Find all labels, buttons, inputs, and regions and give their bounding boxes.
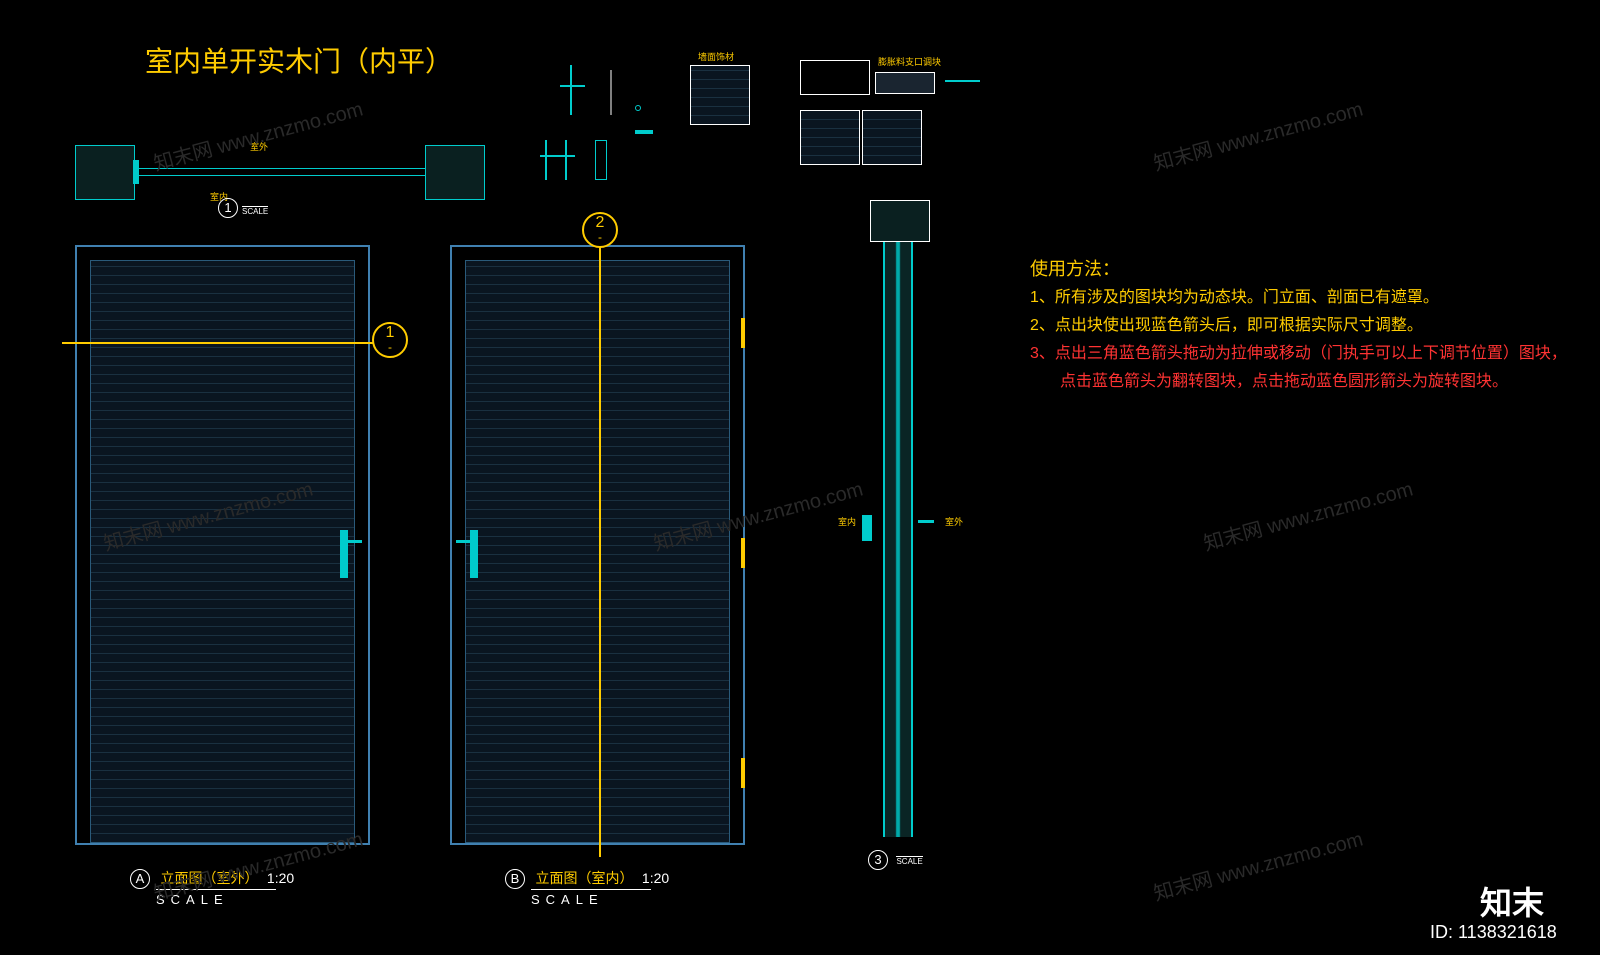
section-marker-3: 3 (868, 850, 888, 870)
section-outside-label: 室外 (945, 515, 963, 528)
section-2-line (599, 232, 601, 857)
wall-block-right (425, 145, 485, 200)
drawing-title: 室内单开实木门（内平） (145, 40, 453, 80)
detail-block-3 (875, 72, 935, 94)
detail-block-5 (862, 110, 922, 165)
watermark: 知末网 www.znzmo.com (1150, 823, 1366, 907)
section-marker-1: 1 - (372, 322, 408, 358)
plan-view (75, 140, 495, 215)
door-b-handle (470, 530, 478, 578)
plan-scale-text: SCALE (242, 206, 268, 216)
drawing-id: ID: 1138321618 (1430, 922, 1557, 943)
plan-hinge (133, 160, 139, 184)
door-a-scale: SCALE (156, 889, 276, 907)
plan-door-line (135, 168, 425, 176)
detail-block-1 (690, 65, 750, 125)
door-b-label-group: B 立面图（室内） 1:20 SCALE (505, 868, 669, 907)
section-scale: SCALE (896, 856, 922, 866)
door-b-panel (465, 260, 730, 843)
door-b-hinge-1 (741, 318, 745, 348)
instruction-2: 2、点出块使出现蓝色箭头后，即可根据实际尺寸调整。 (1030, 313, 1423, 339)
door-a-letter: A (130, 869, 150, 889)
section-body (883, 242, 913, 837)
watermark: 知末网 www.znzmo.com (1200, 473, 1416, 557)
section-1-line (62, 342, 392, 344)
watermark: 知末网 www.znzmo.com (1150, 93, 1366, 177)
plan-marker-circle: 1 (218, 198, 238, 218)
section-label-group: 3 SCALE (868, 850, 923, 870)
wall-finish-label: 墙面饰材 (698, 50, 734, 63)
hardware-detail (540, 55, 690, 185)
brand-logo: 知末 (1480, 878, 1544, 924)
plan-outside-label: 室外 (250, 140, 268, 153)
detail-block-2 (800, 60, 870, 95)
expansion-label: 膨胀料支口调块 (878, 55, 941, 68)
detail-line (945, 80, 980, 82)
door-a-label-group: A 立面图（室外） 1:20 SCALE (130, 868, 294, 907)
door-a-title: 立面图（室外） (160, 870, 258, 886)
door-b-letter: B (505, 869, 525, 889)
door-a-ratio: 1:20 (267, 870, 294, 886)
detail-block-4 (800, 110, 860, 165)
door-a-panel (90, 260, 355, 843)
wall-block-left (75, 145, 135, 200)
door-a-handle (340, 530, 348, 578)
door-b-title: 立面图（室内） (535, 870, 633, 886)
door-b-frame (450, 245, 745, 845)
section-marker-2: 2 - (582, 212, 618, 248)
instruction-3b: 点击蓝色箭头为翻转图块，点击拖动蓝色圆形箭头为旋转图块。 (1060, 369, 1508, 395)
section-handle-r (918, 520, 934, 523)
instructions-title: 使用方法： (1030, 255, 1120, 281)
door-b-hinge-2 (741, 538, 745, 568)
instruction-1: 1、所有涉及的图块均为动态块。门立面、剖面已有遮罩。 (1030, 285, 1439, 311)
door-b-scale: SCALE (531, 889, 651, 907)
door-a-frame (75, 245, 370, 845)
section-handle (862, 515, 872, 541)
instruction-3: 3、点出三角蓝色箭头拖动为拉伸或移动（门执手可以上下调节位置）图块， (1030, 341, 1567, 367)
door-b-ratio: 1:20 (642, 870, 669, 886)
section-inside-label: 室内 (838, 515, 856, 528)
plan-scale-marker: 1 (218, 198, 238, 218)
section-top-block (870, 200, 930, 242)
door-b-hinge-3 (741, 758, 745, 788)
